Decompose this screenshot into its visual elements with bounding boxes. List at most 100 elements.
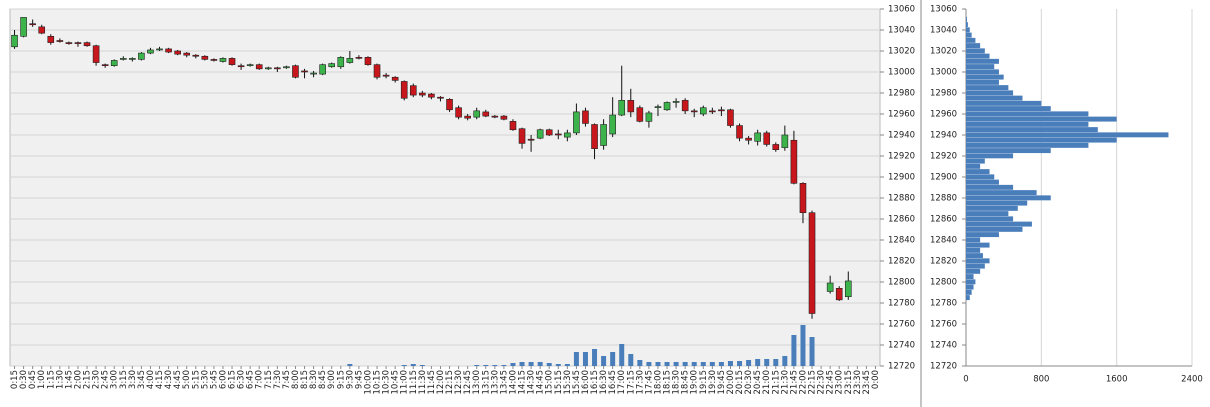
volume-bar [582,352,588,366]
x-tick-label: 5:45 [209,370,219,389]
profile-bar [966,258,990,264]
y-tick-label: 12960 [888,110,915,120]
candle-body [745,137,752,141]
candle-body [219,58,227,62]
y-tick-label: 12740 [930,341,957,351]
volume-bar [746,360,752,366]
volume-bar [809,337,815,366]
volume-bar [782,356,788,366]
x-tick-label: 2:00 [73,370,83,389]
x-tick-label: 21:00 [762,370,772,395]
profile-bar [966,179,999,185]
profile-bar [966,132,1169,138]
x-tick-label: 16:30 [599,370,609,395]
candle-body [455,107,462,118]
candle-body [110,60,118,67]
volume-bar [673,362,679,366]
profile-bar [966,111,1089,117]
volume-bar [718,362,724,366]
profile-bar [966,190,1037,196]
volume-bar [619,344,625,366]
x-tick-label: 18:45 [681,370,691,395]
x-tick-label: 6:30 [237,370,247,389]
profile-bar [966,279,976,285]
x-tick-label: 6:00 [218,370,228,389]
profile-bar [966,237,981,243]
candle-body [56,40,64,42]
x-tick-label: 1:15 [46,370,56,389]
volume-bar [800,325,806,366]
candle-body [391,76,399,81]
volume-bar [646,362,652,366]
x-tick-label: 16:15 [590,370,600,395]
volume-bar [401,365,407,366]
candle-body [382,74,390,77]
candle-body [536,129,544,139]
x-tick-label: 800 [1033,375,1049,385]
y-tick-label: 13000 [888,68,915,78]
x-tick-label: 5:15 [191,370,201,389]
x-tick-label: 9:00 [327,370,337,389]
candle-body [400,81,408,99]
x-tick-label: 23:15 [844,370,854,395]
y-tick-label: 12760 [888,320,915,330]
x-tick-label: 3:45 [137,370,147,389]
plot-background [9,8,881,367]
x-tick-label: 14:45 [536,370,546,395]
volume-bar [601,356,607,366]
profile-bar [966,58,999,64]
x-tick-label: 9:45 [354,370,364,389]
x-tick-label: 16:00 [581,370,591,395]
profile-bar [966,90,1014,96]
profile-bar [966,79,999,85]
candle-body [618,100,626,116]
y-tick-label: 13020 [888,47,915,57]
volume-bar [764,359,770,366]
x-tick-label: 3:15 [119,370,129,389]
x-tick-label: 5:00 [182,370,192,389]
x-tick-label: 18:15 [663,370,673,395]
x-tick-label: 8:45 [318,370,328,389]
candle-body [201,55,209,60]
x-tick-label: 23:30 [853,370,863,395]
volume-bar [755,359,761,366]
profile-bar [966,37,976,43]
profile-bar [966,253,983,259]
candle-body [699,107,707,115]
x-tick-label: 15:45 [572,370,582,395]
profile-bar [966,163,981,169]
x-tick-label: 2400 [1181,375,1203,385]
x-tick-label: 19:00 [690,370,700,395]
candle-body [718,109,725,112]
profile-bar [966,242,990,248]
y-tick-label: 13060 [888,5,915,15]
candle-body [844,280,852,298]
x-tick-label: 9:15 [336,370,346,389]
profile-bar [966,85,1009,91]
x-tick-label: 12:00 [436,370,446,395]
volume-bar [519,362,525,366]
candle-body [101,64,109,67]
candle-body [129,58,136,60]
profile-bar [966,74,1004,80]
x-tick-label: 1600 [1106,375,1128,385]
x-tick-label: 20:15 [735,370,745,395]
candle-body [781,134,789,148]
candle-body [183,52,191,56]
volume-bar [791,335,797,366]
candle-body [464,115,471,119]
candle-body [210,59,218,61]
y-tick-label: 12720 [930,362,957,372]
volume-bar [655,362,661,366]
candle-body [736,125,743,139]
x-tick-label: 4:00 [146,370,156,389]
candle-body [636,107,644,122]
profile-bar [966,216,1014,222]
x-tick-label: 23:00 [835,370,845,395]
candle-body [672,101,680,103]
candle-body [138,52,145,60]
y-tick-label: 12920 [888,152,915,162]
y-tick-label: 12800 [930,278,957,288]
candle-body [826,282,834,292]
x-tick-label: 1:00 [37,370,47,389]
